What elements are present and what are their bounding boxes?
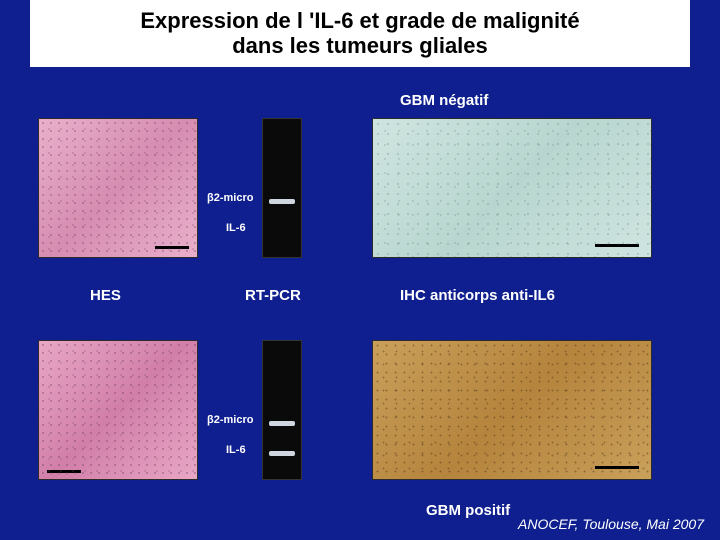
title-line2: dans les tumeurs gliales — [40, 33, 680, 58]
gbm-negatif-label: GBM négatif — [400, 92, 488, 109]
b2micro-label-1: β2-micro — [207, 192, 253, 204]
hes-label: HES — [90, 287, 121, 304]
gbm-positif-label: GBM positif — [426, 502, 510, 519]
rtpcr-label: RT-PCR — [245, 287, 301, 304]
scalebar — [155, 246, 189, 249]
ihc-label: IHC anticorps anti-IL6 — [400, 287, 555, 304]
hes-panel-pos — [38, 340, 198, 480]
il6-label-2: IL-6 — [226, 444, 246, 456]
scalebar — [595, 244, 639, 247]
scalebar — [47, 470, 81, 473]
footer-citation: ANOCEF, Toulouse, Mai 2007 — [518, 516, 704, 532]
ihc-panel-neg — [372, 118, 652, 258]
il6-label-1: IL-6 — [226, 222, 246, 234]
b2m-band-pos — [269, 421, 295, 426]
title-line1: Expression de l 'IL-6 et grade de malign… — [40, 8, 680, 33]
il6-band-pos — [269, 451, 295, 456]
scalebar — [595, 466, 639, 469]
ihc-panel-pos — [372, 340, 652, 480]
hes-panel-neg — [38, 118, 198, 258]
rtpcr-gel-neg — [262, 118, 302, 258]
title-box: Expression de l 'IL-6 et grade de malign… — [30, 0, 690, 67]
rtpcr-gel-pos — [262, 340, 302, 480]
b2micro-label-2: β2-micro — [207, 414, 253, 426]
b2m-band-neg — [269, 199, 295, 204]
